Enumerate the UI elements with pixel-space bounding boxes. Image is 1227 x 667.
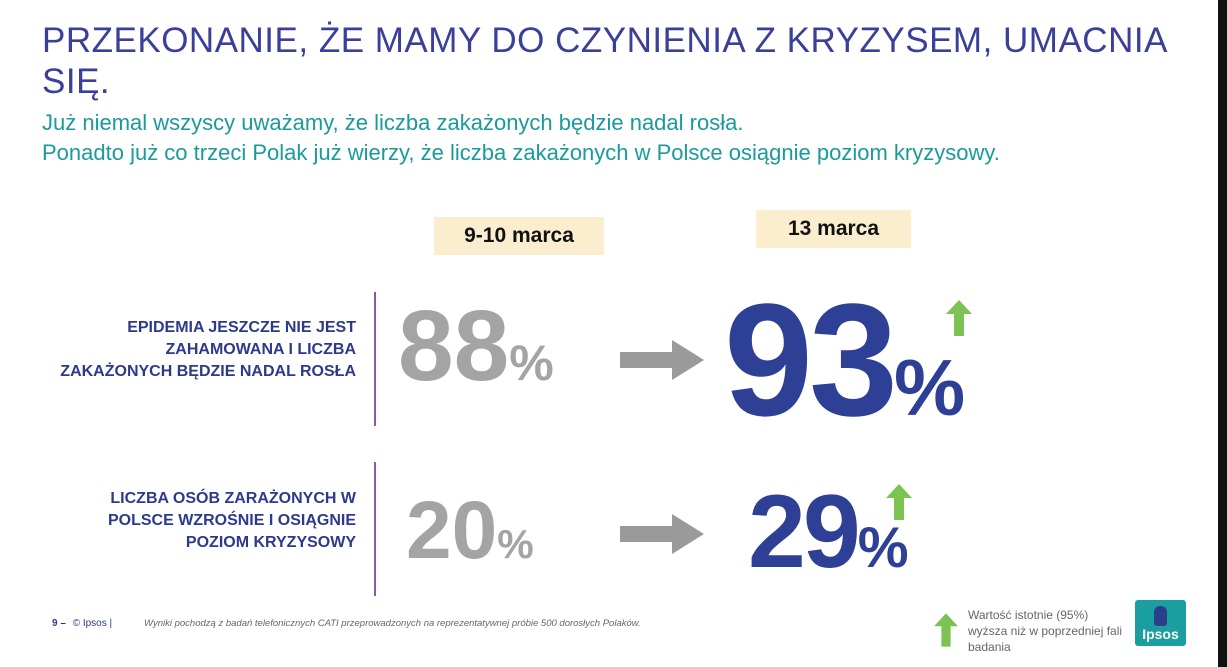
footer-page-info: 9 – © Ipsos |: [52, 618, 112, 629]
row-2-before-value: 20%: [406, 490, 534, 572]
slide-subtitle: Już niemal wszyscy uważamy, że liczba za…: [42, 108, 1202, 168]
row-1-after-value: 93%: [724, 280, 965, 440]
row-1-before-value: 88%: [398, 296, 554, 396]
row-1-after-number: 93: [724, 270, 898, 449]
row-2-after-percent-sign: %: [857, 516, 909, 580]
copyright: © Ipsos |: [72, 618, 113, 629]
row-2-after-value: 29%: [748, 480, 909, 584]
row-2-before-percent-sign: %: [497, 521, 534, 567]
row-1-before-percent-sign: %: [509, 335, 554, 391]
row-1-after-percent-sign: %: [893, 343, 966, 432]
row-1-right-arrow-icon: [620, 340, 704, 380]
ipsos-logo-mark-icon: [1154, 606, 1167, 626]
row-1-significant-up-arrow-icon: [946, 300, 972, 336]
row-2-before-number: 20: [406, 485, 498, 576]
row-2-label: LICZBA OSÓB ZARAŻONYCH W POLSCE WZROŚNIE…: [107, 490, 356, 551]
row-2-divider: [374, 462, 376, 596]
row-2-significant-up-arrow-icon: [886, 484, 912, 520]
date-label-before: 9-10 marca: [434, 217, 604, 255]
footer-note: Wyniki pochodzą z badań telefonicznych C…: [144, 618, 641, 629]
row-1-divider: [374, 292, 376, 426]
ipsos-logo: Ipsos: [1135, 600, 1186, 646]
ipsos-logo-text: Ipsos: [1142, 626, 1179, 642]
row-2-right-arrow-icon: [620, 514, 704, 554]
page-dash: –: [60, 618, 66, 629]
subtitle-line-2: Ponadto już co trzeci Polak już wierzy, …: [42, 140, 1000, 165]
date-label-after: 13 marca: [756, 210, 911, 248]
page-number: 9: [52, 618, 58, 629]
legend-up-arrow-icon: [934, 613, 958, 647]
row-2-after-number: 29: [748, 474, 861, 590]
subtitle-line-1: Już niemal wszyscy uważamy, że liczba za…: [42, 110, 744, 135]
window-edge: [1218, 0, 1227, 667]
slide-title: PRZEKONANIE, ŻE MAMY DO CZYNIENIA Z KRYZ…: [42, 21, 1166, 101]
row-1-label: EPIDEMIA JESZCZE NIE JEST ZAHAMOWANA I L…: [60, 319, 356, 380]
legend-text: Wartość istotnie (95%) wyższa niż w popr…: [968, 608, 1123, 654]
row-1-before-number: 88: [398, 290, 510, 402]
